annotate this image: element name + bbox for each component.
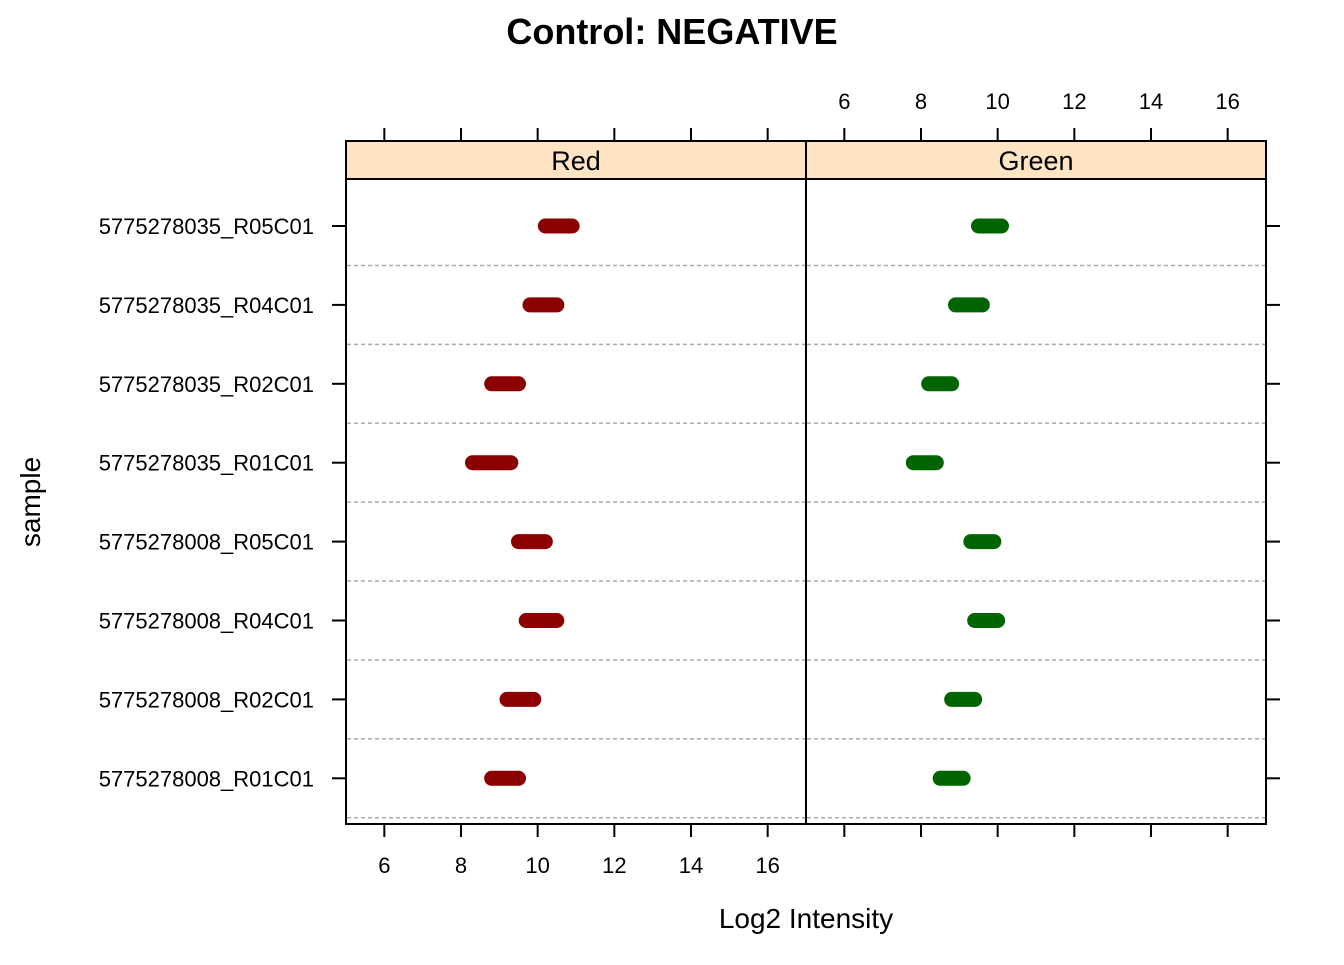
panel-frame-0 [345,178,807,825]
y-axis-label: sample [15,457,46,547]
panel-strip-0 [345,140,807,180]
y-tick-label-sample: 5775278035_R02C01 [99,372,314,397]
chart-title: Control: NEGATIVE [506,11,837,52]
panel-strip-label-1: Green [998,146,1073,176]
x-tick-label-top: 6 [838,89,850,114]
x-tick-label-bottom: 12 [602,853,626,878]
x-tick-label-bottom: 14 [679,853,703,878]
panel-frame-1 [805,178,1267,825]
x-tick-label-top: 16 [1215,89,1239,114]
x-axis-label: Log2 Intensity [719,903,893,934]
y-tick-label-sample: 5775278008_R02C01 [99,687,314,712]
x-tick-label-bottom: 10 [525,853,549,878]
x-tick-label-top: 12 [1062,89,1086,114]
y-tick-label-sample: 5775278008_R04C01 [99,609,314,634]
x-tick-label-bottom: 8 [455,853,467,878]
x-tick-label-top: 8 [915,89,927,114]
y-tick-label-sample: 5775278035_R01C01 [99,451,314,476]
x-tick-label-bottom: 16 [755,853,779,878]
y-tick-label-sample: 5775278035_R04C01 [99,293,314,318]
y-tick-label-sample: 5775278008_R01C01 [99,766,314,791]
y-tick-label-sample: 5775278008_R05C01 [99,530,314,555]
plot-area: Red Green 6 6 8 8 10 10 12 12 14 14 16 16 5775278035_R… [99,89,1280,878]
x-tick-label-bottom: 6 [378,853,390,878]
y-tick-label-sample: 5775278035_R05C01 [99,214,314,239]
x-tick-label-top: 14 [1139,89,1163,114]
panel-strip-1 [805,140,1267,180]
panel-strip-label-0: Red [551,146,601,176]
x-tick-label-top: 10 [985,89,1009,114]
